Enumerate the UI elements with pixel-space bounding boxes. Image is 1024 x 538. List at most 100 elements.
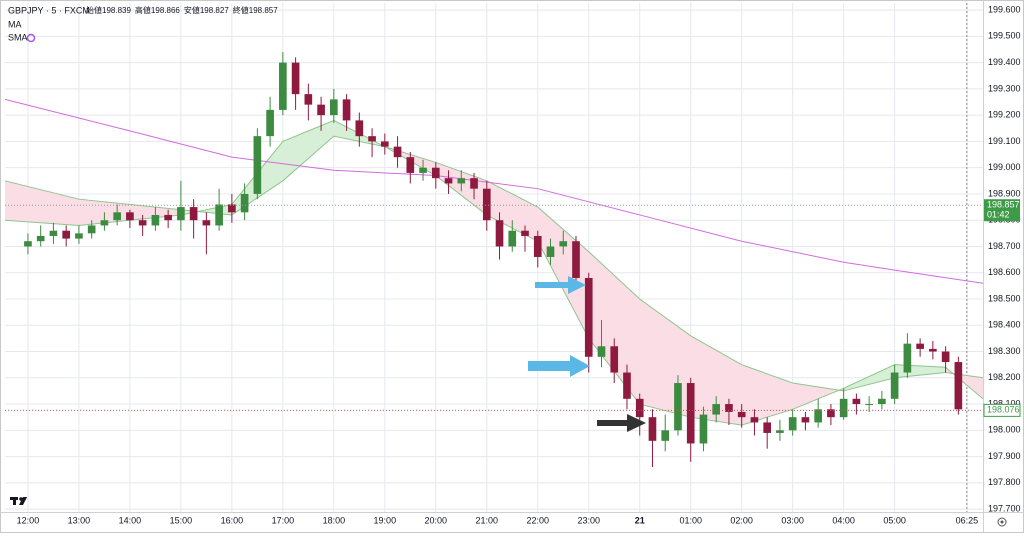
candle-body: [878, 398, 886, 405]
candle-body: [699, 414, 708, 444]
candle-body: [164, 214, 172, 221]
candle-body: [151, 214, 160, 226]
ohlc-label: 高値: [135, 5, 151, 15]
ohlc-label: 終値: [233, 5, 249, 15]
candle-body: [686, 383, 695, 444]
settings-icon[interactable]: [1000, 520, 1004, 524]
candle-body: [291, 62, 300, 95]
x-tick-label: 05:00: [883, 515, 906, 525]
candle-body: [941, 351, 950, 363]
candle-body: [253, 136, 262, 194]
candle-body: [393, 146, 402, 158]
candle-body: [750, 417, 759, 423]
candle-body: [903, 343, 912, 373]
y-tick-label: 197.800: [988, 477, 1021, 487]
candle-body: [317, 104, 325, 116]
x-tick-label: 17:00: [272, 515, 295, 525]
x-tick-label: 21:00: [476, 515, 499, 525]
candle-body: [406, 157, 415, 173]
candle-body: [482, 188, 491, 221]
candle-body: [177, 207, 185, 221]
candle-body: [954, 362, 963, 410]
candle-body: [380, 141, 389, 147]
current-price-label: 198.076: [987, 405, 1020, 415]
current-price-box: [983, 403, 1021, 417]
y-tick-label: 198.100: [988, 398, 1021, 408]
ohlc-label: 安値: [184, 5, 200, 15]
candle-body: [470, 178, 478, 189]
y-tick-label: 198.500: [988, 293, 1021, 303]
candle-body: [495, 220, 504, 247]
candle-body: [279, 62, 287, 110]
candle-body: [763, 422, 772, 433]
candle-body: [355, 120, 364, 137]
candle-body: [929, 348, 937, 352]
candle-body: [584, 277, 593, 357]
x-tick-label: 16:00: [221, 515, 244, 525]
candle-body: [431, 167, 440, 179]
last-price-box: [984, 199, 1020, 222]
candle-body: [49, 230, 58, 236]
candle-body: [597, 346, 606, 357]
y-tick-label: 197.900: [988, 451, 1021, 461]
x-tick-label: 22:00: [526, 515, 549, 525]
ohlc-value: 198.839: [102, 6, 131, 15]
candle-body: [737, 411, 746, 418]
candle-body: [839, 398, 848, 418]
candle-body: [712, 404, 721, 415]
y-tick-label: 198.700: [988, 241, 1021, 251]
candle-body: [444, 178, 453, 184]
candle-body: [126, 212, 134, 221]
candle-body: [635, 398, 644, 418]
candle-body: [521, 230, 529, 236]
y-tick-label: 198.300: [988, 346, 1021, 356]
last-price-label: 198.857: [987, 200, 1020, 210]
y-tick-label: 198.000: [988, 425, 1021, 435]
y-tick-label: 199.200: [988, 110, 1021, 120]
grid: [5, 3, 983, 512]
y-tick-label: 199.500: [988, 31, 1021, 41]
y-tick-label: 199.400: [988, 57, 1021, 67]
ribbon-fill: [5, 180, 79, 226]
y-tick-label: 199.300: [988, 83, 1021, 93]
candle-body: [75, 233, 83, 239]
candle-body: [202, 220, 211, 226]
candle-body: [508, 230, 517, 247]
symbol: GBPJPY · 5 · FXCM: [8, 5, 90, 15]
y-tick-label: 199.100: [988, 136, 1021, 146]
candle-body: [304, 94, 313, 105]
sma-icon[interactable]: [26, 33, 36, 43]
candle-body: [623, 372, 631, 399]
arrow: [597, 414, 646, 432]
candle-body: [661, 430, 670, 441]
candle-body: [801, 417, 810, 423]
candle-body: [228, 204, 236, 213]
sma-legend: SMA: [8, 32, 28, 42]
candle-body: [138, 220, 147, 226]
candle-body: [368, 136, 376, 142]
candle-body: [266, 109, 274, 137]
x-tick-label: 15:00: [170, 515, 193, 525]
candle-body: [788, 417, 797, 431]
candle-body: [330, 99, 338, 116]
candle-body: [457, 178, 466, 184]
plot: [5, 52, 983, 468]
y-tick-label: 199.000: [988, 162, 1021, 172]
candle-body: [827, 409, 835, 418]
candle-body: [725, 404, 733, 412]
ohlc-value: 198.866: [151, 6, 180, 15]
x-tick-label: 19:00: [374, 515, 397, 525]
candle-body: [419, 167, 427, 173]
candle-body: [916, 343, 924, 349]
x-tick-label: 21: [635, 515, 645, 525]
x-tick-label: 20:00: [425, 515, 448, 525]
ma-legend: MA: [8, 19, 22, 29]
settings-icon[interactable]: [997, 517, 1007, 527]
candle-body: [36, 235, 45, 242]
candle-body: [610, 346, 619, 373]
candle-body: [852, 398, 861, 405]
countdown: 01:42: [987, 210, 1010, 220]
y-tick-label: 197.700: [988, 503, 1021, 513]
y-tick-label: 198.600: [988, 267, 1021, 277]
x-tick-label: 01:00: [679, 515, 702, 525]
